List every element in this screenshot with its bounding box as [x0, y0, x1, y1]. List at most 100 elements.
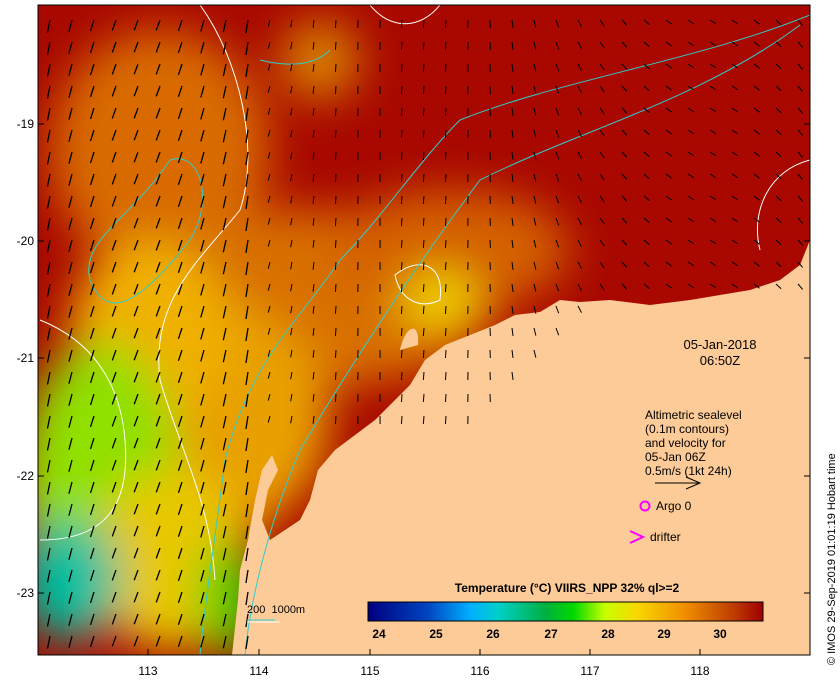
velocity-arrow: [68, 415, 73, 428]
velocity-arrow: [687, 63, 694, 69]
velocity-arrow: [177, 613, 183, 626]
velocity-arrow: [200, 525, 205, 538]
velocity-arrow: [111, 591, 117, 603]
velocity-arrow: [68, 41, 73, 54]
velocity-arrow: [222, 195, 227, 209]
velocity-arrow: [312, 327, 315, 336]
velocity-arrow: [599, 63, 605, 71]
velocity-arrow: [200, 591, 205, 604]
colorbar-title: Temperature (°C) VIIRS_NPP 32% ql>=2: [454, 581, 680, 595]
velocity-arrow: [577, 283, 582, 291]
velocity-arrow: [709, 107, 716, 113]
velocity-arrow: [111, 85, 117, 97]
velocity-arrow: [290, 173, 293, 182]
velocity-arrow: [334, 415, 337, 424]
velocity-arrow: [177, 283, 183, 296]
velocity-arrow: [533, 349, 537, 358]
velocity-arrow: [267, 151, 271, 159]
velocity-arrow: [577, 41, 582, 49]
velocity-arrow: [709, 217, 716, 223]
velocity-arrow: [555, 173, 560, 182]
velocity-arrow: [511, 151, 514, 160]
velocity-arrow: [155, 547, 161, 559]
velocity-arrow: [775, 283, 782, 290]
velocity-arrow: [444, 151, 447, 161]
velocity-arrow: [312, 261, 315, 270]
velocity-arrow: [177, 415, 183, 428]
velocity-arrow: [621, 151, 628, 158]
velocity-arrow: [334, 371, 337, 380]
velocity-arrow: [68, 569, 73, 582]
velocity-arrow: [555, 107, 560, 116]
velocity-arrow: [643, 217, 650, 223]
velocity-arrow: [621, 261, 628, 268]
velocity-arrow: [687, 129, 694, 135]
velocity-arrow: [422, 107, 425, 117]
velocity-arrow: [577, 19, 582, 27]
velocity-arrow: [577, 305, 582, 313]
velocity-arrow: [709, 41, 716, 47]
velocity-arrow: [334, 107, 337, 116]
velocity-arrow: [46, 503, 51, 517]
velocity-arrow: [334, 327, 337, 336]
velocity-arrow: [68, 195, 73, 208]
velocity-arrow: [643, 19, 650, 25]
velocity-arrow: [665, 63, 672, 69]
velocity-arrow: [400, 261, 403, 271]
velocity-arrow: [422, 371, 425, 381]
velocity-arrow: [599, 19, 605, 27]
velocity-arrow: [290, 19, 293, 28]
velocity-arrow: [89, 437, 95, 450]
velocity-arrow: [290, 41, 293, 50]
velocity-arrow: [155, 415, 161, 427]
velocity-arrow: [68, 217, 73, 230]
velocity-arrow: [267, 107, 271, 115]
velocity-arrow: [155, 173, 161, 185]
velocity-arrow: [133, 261, 139, 273]
velocity-arrow: [444, 129, 447, 139]
velocity-arrow: [775, 129, 782, 136]
velocity-arrow: [245, 217, 249, 232]
velocity-arrow: [687, 107, 694, 113]
velocity-arrow: [68, 63, 73, 76]
velocity-arrow: [111, 437, 117, 449]
velocity-arrow: [511, 217, 514, 226]
velocity-arrow: [200, 371, 205, 384]
velocity-arrow: [400, 19, 403, 29]
velocity-arrow: [177, 85, 183, 98]
velocity-arrow: [200, 19, 205, 32]
velocity-arrow: [68, 129, 73, 142]
velocity-arrow: [200, 151, 205, 164]
velocity-arrow: [200, 635, 205, 648]
velocity-arrow: [245, 283, 249, 298]
velocity-arrow: [555, 195, 560, 204]
velocity-arrow: [245, 569, 249, 584]
velocity-arrow: [334, 129, 337, 138]
velocity-arrow: [797, 41, 804, 48]
velocity-arrow: [222, 635, 227, 649]
velocity-arrow: [444, 107, 447, 117]
velocity-arrow: [444, 239, 447, 249]
velocity-arrow: [68, 239, 73, 252]
velocity-arrow: [68, 525, 73, 538]
velocity-arrow: [46, 63, 51, 77]
velocity-arrow: [200, 459, 205, 472]
velocity-arrow: [422, 195, 425, 205]
velocity-arrow: [245, 613, 249, 628]
velocity-arrow: [312, 371, 315, 380]
velocity-arrow: [89, 239, 95, 252]
velocity-arrow: [665, 261, 672, 267]
drifter-marker-icon: [629, 530, 646, 544]
velocity-arrow: [400, 371, 403, 381]
velocity-arrow: [46, 613, 51, 627]
velocity-arrow: [533, 63, 537, 72]
velocity-arrow: [46, 261, 51, 275]
velocity-arrow: [245, 261, 249, 276]
velocity-arrow: [68, 481, 73, 494]
velocity-arrow: [511, 41, 514, 50]
lat-label: -19: [16, 117, 34, 131]
velocity-arrow: [133, 393, 139, 405]
velocity-arrow: [444, 393, 447, 403]
velocity-arrow: [665, 41, 672, 47]
velocity-arrow: [775, 107, 782, 114]
